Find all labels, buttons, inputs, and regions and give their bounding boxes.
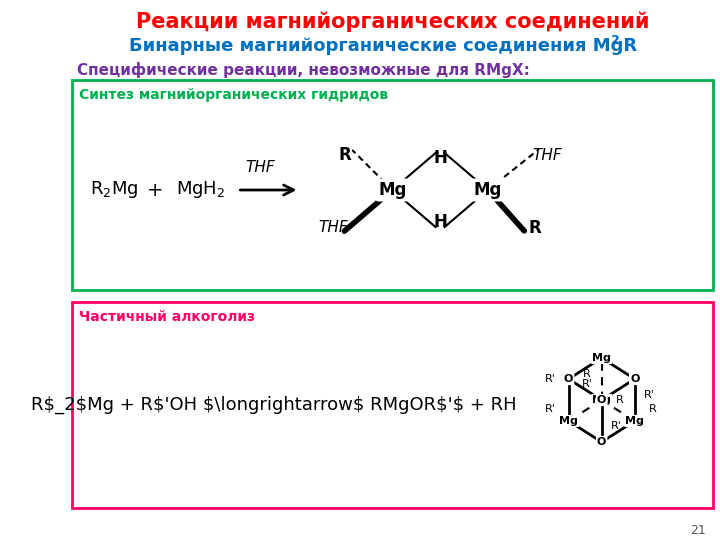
Text: R: R [583,369,591,379]
Text: R: R [528,219,541,237]
Text: Частичный алкоголиз: Частичный алкоголиз [79,310,255,324]
Text: H: H [433,149,447,167]
Text: O: O [564,374,573,384]
Text: 2: 2 [611,35,619,48]
Text: R': R' [545,404,556,414]
Text: Mg: Mg [593,353,611,363]
Text: THF: THF [246,160,275,176]
Text: Mg: Mg [474,181,502,199]
Text: R: R [338,146,351,164]
Text: O: O [597,395,606,405]
Text: H: H [433,213,447,231]
Text: Mg: Mg [593,395,611,405]
Text: R': R' [545,374,556,384]
Text: Специфические реакции, невозможные для RMgX:: Специфические реакции, невозможные для R… [77,62,530,78]
Text: Бинарные магнийорганические соединения MgR: Бинарные магнийорганические соединения M… [129,37,637,55]
Text: Mg: Mg [378,181,407,199]
Text: Синтез магнийорганических гидридов: Синтез магнийорганических гидридов [79,88,388,102]
Text: R$_2$Mg: R$_2$Mg [91,179,139,200]
Text: THF: THF [532,147,562,163]
Text: +: + [148,180,164,199]
Text: R$_2$Mg + R$'OH $\longrightarrow$ RMgOR$'$ + RH: R$_2$Mg + R$'OH $\longrightarrow$ RMgOR$… [31,396,517,414]
Text: R': R' [582,379,593,389]
Text: MgH$_2$: MgH$_2$ [176,179,226,200]
Text: Mg: Mg [559,416,578,426]
Text: Mg: Mg [626,416,644,426]
Text: O: O [597,437,606,447]
Text: Реакции магнийорганических соединений: Реакции магнийорганических соединений [135,12,649,32]
Text: R: R [649,404,657,414]
Text: 21: 21 [690,523,706,537]
Text: R': R' [611,421,621,431]
Bar [72,302,713,508]
Text: O: O [630,374,639,384]
Bar [72,80,713,290]
Text: R': R' [644,390,654,400]
Text: R: R [616,395,624,405]
Text: THF: THF [318,220,348,235]
